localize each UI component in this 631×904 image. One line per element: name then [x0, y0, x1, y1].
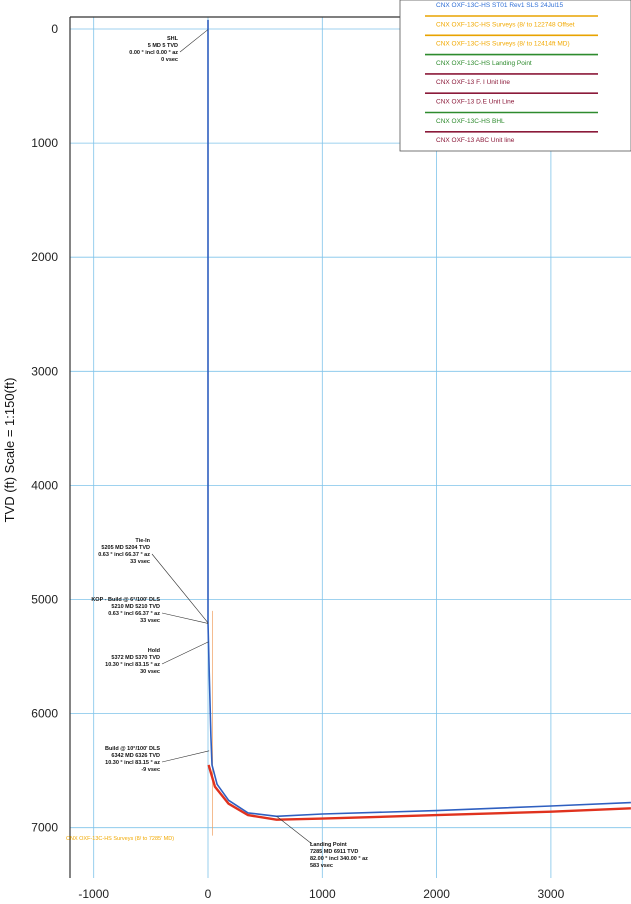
annotation-leader — [151, 553, 209, 623]
annotation-line: 7285 MD 6911 TVD — [310, 849, 358, 855]
annotation-line: Hold — [148, 648, 160, 654]
legend-entry: CNX OXF-13 D.E Unit Line — [436, 99, 515, 106]
tick-labels: -1000 0 1000 2000 3000 0 1000 2000 3000 4000 5000 6… — [31, 22, 564, 901]
annotation-line: 5 MD 5 TVD — [148, 43, 178, 49]
x-tick-label: 2000 — [423, 887, 450, 901]
y-tick-label: 2000 — [31, 250, 58, 264]
surveys-note: CNX OXF-13C-HS Surveys (8/ to 7285' MD) — [66, 836, 174, 842]
annotation-line: Landing Point — [310, 842, 347, 848]
annotation-line: 5210 MD 5210 TVD — [111, 604, 160, 610]
plan-line — [207, 19, 631, 818]
annotation-line: -9 vsec — [141, 767, 160, 773]
legend-entry: CNX OXF-13C-HS BHL — [436, 118, 505, 125]
annotation-line: SHL — [167, 36, 179, 42]
y-axis-label: TVD (ft) Scale = 1:150(ft) — [2, 378, 17, 523]
legend-entry: CNX OXF-13 F. I Unit line — [436, 79, 510, 86]
y-tick-label: 5000 — [31, 593, 58, 607]
annotation-line: Build @ 10°/100' DLS — [105, 746, 160, 752]
annotation-line: 0.63 ° incl 66.37 ° az — [108, 611, 160, 617]
y-tick-label: 3000 — [31, 364, 58, 378]
legend-entry: CNX OXF-13C-HS Surveys (8/ to 12414ft MD… — [436, 41, 570, 48]
annotation-line: 583 vsec — [310, 863, 333, 869]
annotation-line: 82.00 ° incl 340.00 ° az — [310, 856, 368, 862]
legend: CNX OXF-13C-HS ST01 Rev1 SLS 24Jul15 CNX … — [399, 0, 631, 152]
annotation-line: 5205 MD 5204 TVD — [101, 545, 150, 551]
annotation-line: 0.00 ° incl 0.00 ° az — [129, 50, 178, 56]
y-tick-label: 1000 — [31, 136, 58, 150]
annotation-line: 5372 MD 5370 TVD — [111, 655, 160, 661]
annotation-line: 30 vsec — [140, 669, 160, 675]
surveys-line — [207, 764, 631, 821]
annotation-leader — [161, 641, 209, 665]
annotation-leader — [179, 29, 209, 53]
y-tick-label: 0 — [51, 22, 58, 36]
annotation-line: 33 vsec — [140, 618, 160, 624]
annotation-line: 10.30 ° incl 83.15 ° az — [105, 760, 160, 766]
x-tick-label: 0 — [205, 887, 212, 901]
y-tick-label: 4000 — [31, 478, 58, 492]
legend-box — [399, 0, 631, 152]
legend-entry: CNX OXF-13C-HS Surveys (8/ to 122748 Off… — [436, 21, 575, 28]
annotation-line: 0.63 ° incl 66.37 ° az — [98, 552, 150, 558]
annotation-line: 0 vsec — [161, 57, 178, 63]
x-tick-label: -1000 — [78, 887, 109, 901]
annotation-leader — [161, 612, 209, 624]
annotation-leader — [161, 750, 210, 763]
annotation-line: 6342 MD 6326 TVD — [111, 753, 160, 759]
annotation-line: 33 vsec — [130, 559, 150, 565]
annotation-line: Tie-In — [135, 538, 150, 544]
legend-entry: CNX OXF-13C-HS ST01 Rev1 SLS 24Jul15 — [436, 2, 564, 9]
y-tick-label: 7000 — [31, 821, 58, 835]
legend-entry: CNX OXF-13C-HS Landing Point — [436, 60, 532, 67]
annotation-line: KOP - Build @ 6°/100' DLS — [91, 597, 160, 603]
series-group — [207, 19, 631, 836]
annotation-leader — [276, 816, 313, 845]
x-tick-label: 1000 — [309, 887, 336, 901]
legend-entry: CNX OXF-13 ABC Unit line — [436, 137, 515, 144]
annotation-line: 10.30 ° incl 83.15 ° az — [105, 662, 160, 668]
x-tick-label: 3000 — [538, 887, 565, 901]
y-tick-label: 6000 — [31, 707, 58, 721]
